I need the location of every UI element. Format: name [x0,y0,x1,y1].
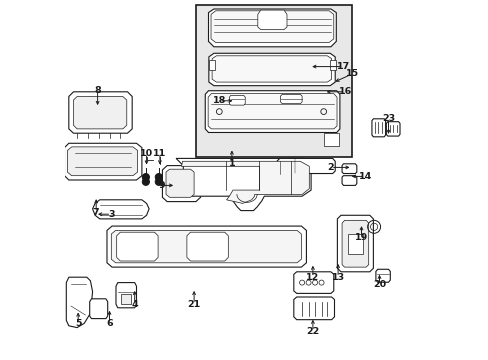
Polygon shape [208,9,336,47]
Polygon shape [117,232,158,261]
Text: 9: 9 [158,181,164,190]
Text: 19: 19 [354,233,367,242]
Text: 17: 17 [336,62,349,71]
Text: 21: 21 [187,300,200,309]
Polygon shape [66,277,92,328]
Text: 4: 4 [131,300,138,309]
Polygon shape [64,143,142,180]
Text: 1: 1 [228,159,235,168]
Polygon shape [162,166,200,202]
Text: 8: 8 [94,86,101,95]
Polygon shape [371,119,385,137]
Text: 10: 10 [140,149,153,158]
Polygon shape [386,122,399,136]
Polygon shape [229,95,244,105]
Polygon shape [293,272,333,293]
Polygon shape [176,158,310,211]
Polygon shape [323,133,338,146]
Text: 13: 13 [331,273,344,282]
Polygon shape [375,269,389,282]
Polygon shape [181,161,309,203]
Text: 5: 5 [75,320,81,329]
Polygon shape [208,53,335,86]
Text: 14: 14 [358,172,371,181]
Polygon shape [69,92,132,133]
Text: 15: 15 [345,69,358,78]
Text: 7: 7 [93,208,99,217]
Text: 18: 18 [212,96,225,105]
Polygon shape [73,96,126,129]
Polygon shape [337,215,373,272]
Text: 11: 11 [153,149,166,158]
Polygon shape [280,94,302,104]
Polygon shape [89,299,107,319]
Circle shape [142,174,149,181]
Text: 12: 12 [305,273,319,282]
Polygon shape [293,297,334,320]
Polygon shape [116,283,136,308]
Polygon shape [107,226,306,267]
Polygon shape [121,294,131,304]
Polygon shape [166,169,194,197]
Text: 20: 20 [372,280,385,289]
Polygon shape [342,220,368,267]
Polygon shape [186,232,228,261]
Text: 6: 6 [106,320,113,329]
Text: 22: 22 [305,327,319,336]
Text: 23: 23 [381,114,394,123]
Polygon shape [347,234,362,254]
Polygon shape [342,176,356,185]
Polygon shape [205,91,339,132]
Polygon shape [196,5,352,157]
Polygon shape [276,158,335,174]
Text: 16: 16 [338,87,351,96]
Polygon shape [212,56,331,82]
Circle shape [155,178,162,185]
Polygon shape [211,11,333,42]
Circle shape [155,174,162,181]
Polygon shape [342,164,356,174]
Circle shape [142,178,149,185]
Polygon shape [209,60,215,70]
Polygon shape [111,230,301,263]
Polygon shape [67,147,137,176]
Polygon shape [329,60,335,70]
Text: 2: 2 [327,163,333,172]
Polygon shape [92,200,149,219]
Polygon shape [257,10,286,30]
Text: 3: 3 [108,210,114,219]
Polygon shape [208,94,336,129]
